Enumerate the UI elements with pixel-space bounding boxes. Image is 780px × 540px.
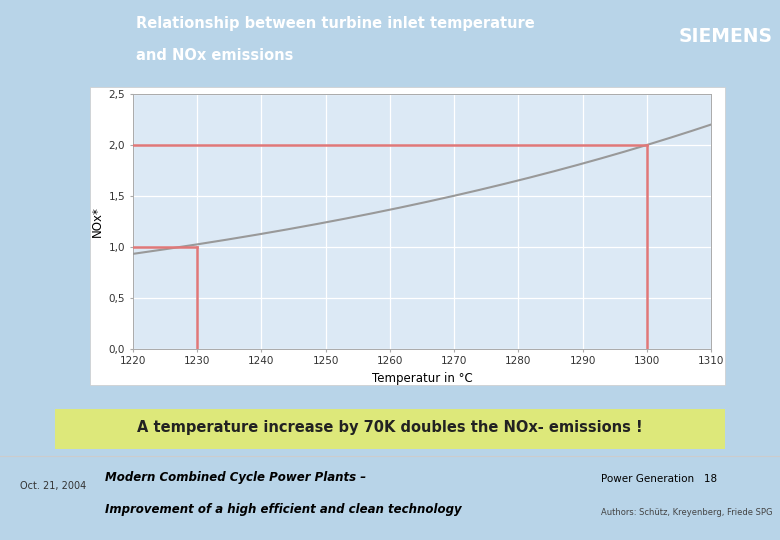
Text: Authors: Schütz, Kreyenberg, Friede SPG: Authors: Schütz, Kreyenberg, Friede SPG bbox=[601, 508, 772, 517]
Y-axis label: NOx*: NOx* bbox=[91, 206, 105, 237]
Text: A temperature increase by 70K doubles the NOx- emissions !: A temperature increase by 70K doubles th… bbox=[137, 420, 643, 435]
Text: Relationship between turbine inlet temperature: Relationship between turbine inlet tempe… bbox=[136, 16, 535, 31]
Text: Oct. 21, 2004: Oct. 21, 2004 bbox=[20, 481, 86, 491]
Text: SIEMENS: SIEMENS bbox=[679, 28, 773, 46]
Text: Modern Combined Cycle Power Plants –: Modern Combined Cycle Power Plants – bbox=[105, 471, 367, 484]
X-axis label: Temperatur in °C: Temperatur in °C bbox=[371, 372, 473, 385]
Text: and NOx emissions: and NOx emissions bbox=[136, 48, 294, 63]
Bar bbox=[55, 409, 725, 449]
Bar bbox=[90, 87, 725, 385]
Text: Power Generation   18: Power Generation 18 bbox=[601, 474, 717, 484]
Text: Improvement of a high efficient and clean technology: Improvement of a high efficient and clea… bbox=[105, 503, 462, 516]
